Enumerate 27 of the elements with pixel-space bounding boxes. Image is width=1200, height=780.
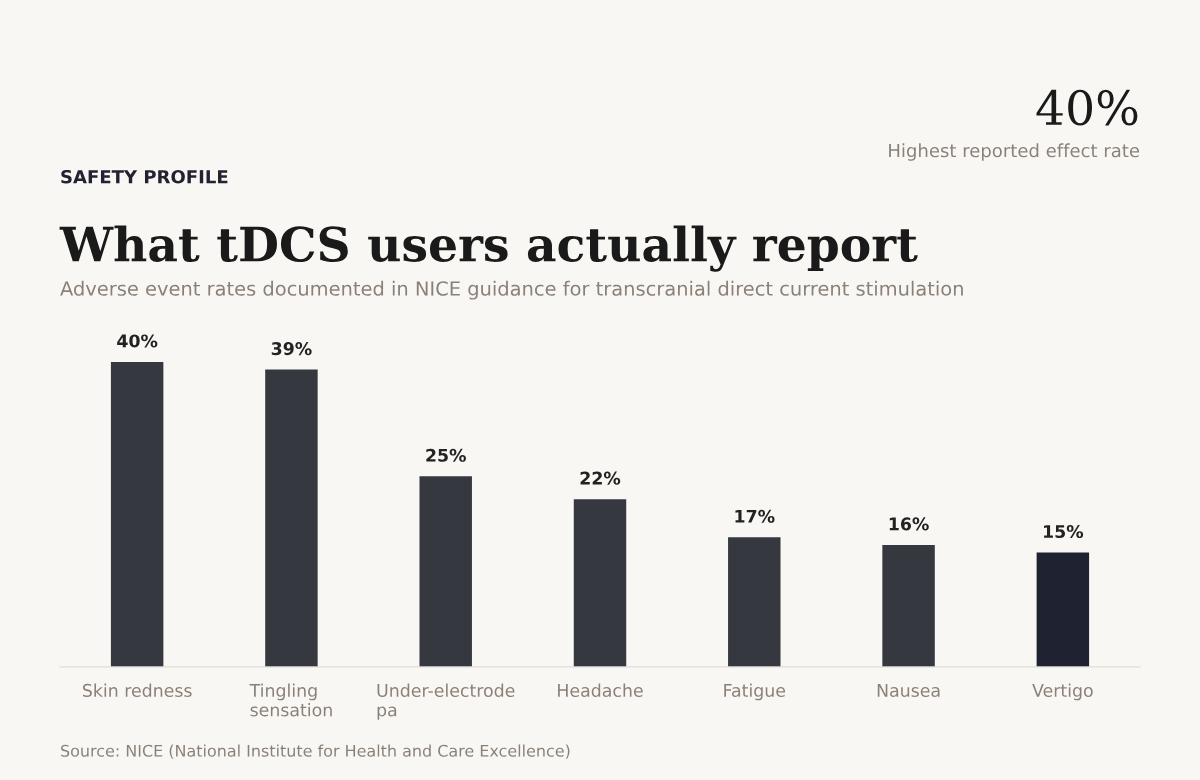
- data-label: 40%: [117, 334, 158, 348]
- bar: [882, 544, 935, 667]
- bar: [265, 369, 318, 667]
- bar: [1036, 552, 1090, 667]
- chart-subtitle: Adverse event rates documented in NICE guidance for transcranial direct current stimulation: [60, 280, 963, 300]
- bar: [419, 476, 472, 667]
- data-label: 16%: [889, 517, 929, 531]
- data-label: 17%: [735, 509, 775, 523]
- data-label: 25%: [426, 448, 466, 462]
- source-note: Source: NICE (National Institute for Health and Care Excellence): [61, 744, 570, 759]
- bar: [573, 499, 627, 667]
- x-tick-label: Vertigo: [1032, 683, 1093, 701]
- x-tick-label: Nausea: [877, 684, 940, 698]
- chart-title: What tDCS users actually report: [59, 225, 918, 272]
- text: Highest reported effect rate: [889, 143, 1140, 161]
- data-label: 39%: [271, 342, 312, 356]
- bar: [728, 537, 781, 667]
- x-tick-label: Fatigue: [724, 683, 786, 701]
- bar: [110, 361, 164, 667]
- x-tick-label: Headache: [558, 683, 643, 698]
- x-tick-label: Under-electrode pa: [377, 683, 515, 720]
- x-tick-label: Skin redness: [82, 683, 192, 698]
- text: 40%: [1036, 89, 1138, 126]
- text: SAFETY PROFILE: [61, 169, 228, 184]
- data-label: 15%: [1044, 524, 1084, 539]
- data-label: 22%: [580, 471, 621, 485]
- x-tick-label: Tingling sensation: [249, 683, 332, 717]
